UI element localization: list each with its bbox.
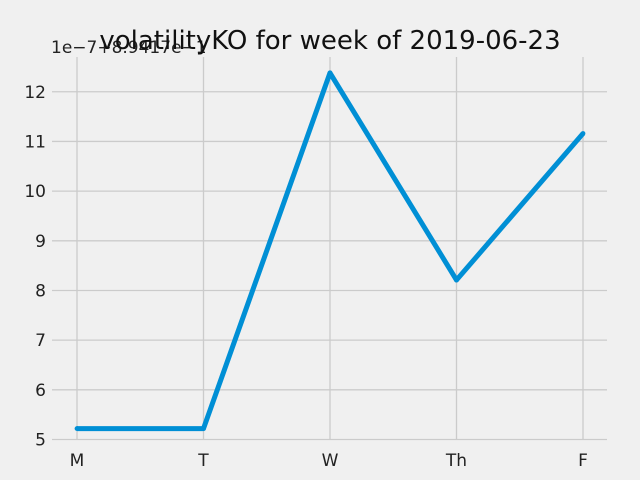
grid-layer	[52, 57, 607, 441]
x-tick-label: M	[70, 451, 85, 471]
data-point-W	[327, 70, 333, 76]
series-layer	[74, 70, 586, 432]
y-tick-label: 11	[24, 132, 46, 152]
data-point-T	[201, 426, 206, 431]
data-point-M	[74, 426, 80, 431]
y-tick-label: 7	[35, 331, 46, 351]
x-tick-label: F	[578, 451, 588, 471]
x-tick-label: T	[197, 451, 209, 471]
data-point-F	[580, 131, 586, 136]
y-tick-label: 8	[35, 281, 46, 301]
y-tick-label: 5	[35, 431, 46, 451]
x-tick-label: W	[322, 451, 339, 471]
axis-offset-label: 1e−7+8.9417e−1	[51, 38, 207, 58]
y-tick-label: 6	[35, 381, 46, 401]
y-tick-label: 12	[24, 83, 46, 103]
y-tick-label: 10	[24, 182, 46, 202]
x-tick-label: Th	[445, 451, 467, 471]
y-tick-label: 9	[35, 232, 46, 252]
data-point-Th	[454, 277, 459, 283]
chart-title: volatilityKO for week of 2019-06-23	[99, 26, 560, 56]
tick-layer: M T W Th F 5 6 7 8 9 10 11 12	[24, 83, 588, 471]
